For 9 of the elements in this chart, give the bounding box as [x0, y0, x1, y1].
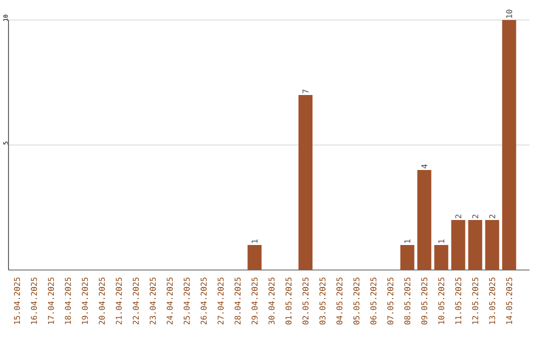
bar [485, 220, 500, 270]
bar [468, 220, 482, 270]
bar [417, 170, 432, 270]
bar [298, 95, 312, 270]
bar [451, 220, 466, 270]
bar [434, 245, 448, 270]
bar [400, 245, 414, 270]
bar [502, 20, 516, 270]
bar [248, 245, 262, 270]
